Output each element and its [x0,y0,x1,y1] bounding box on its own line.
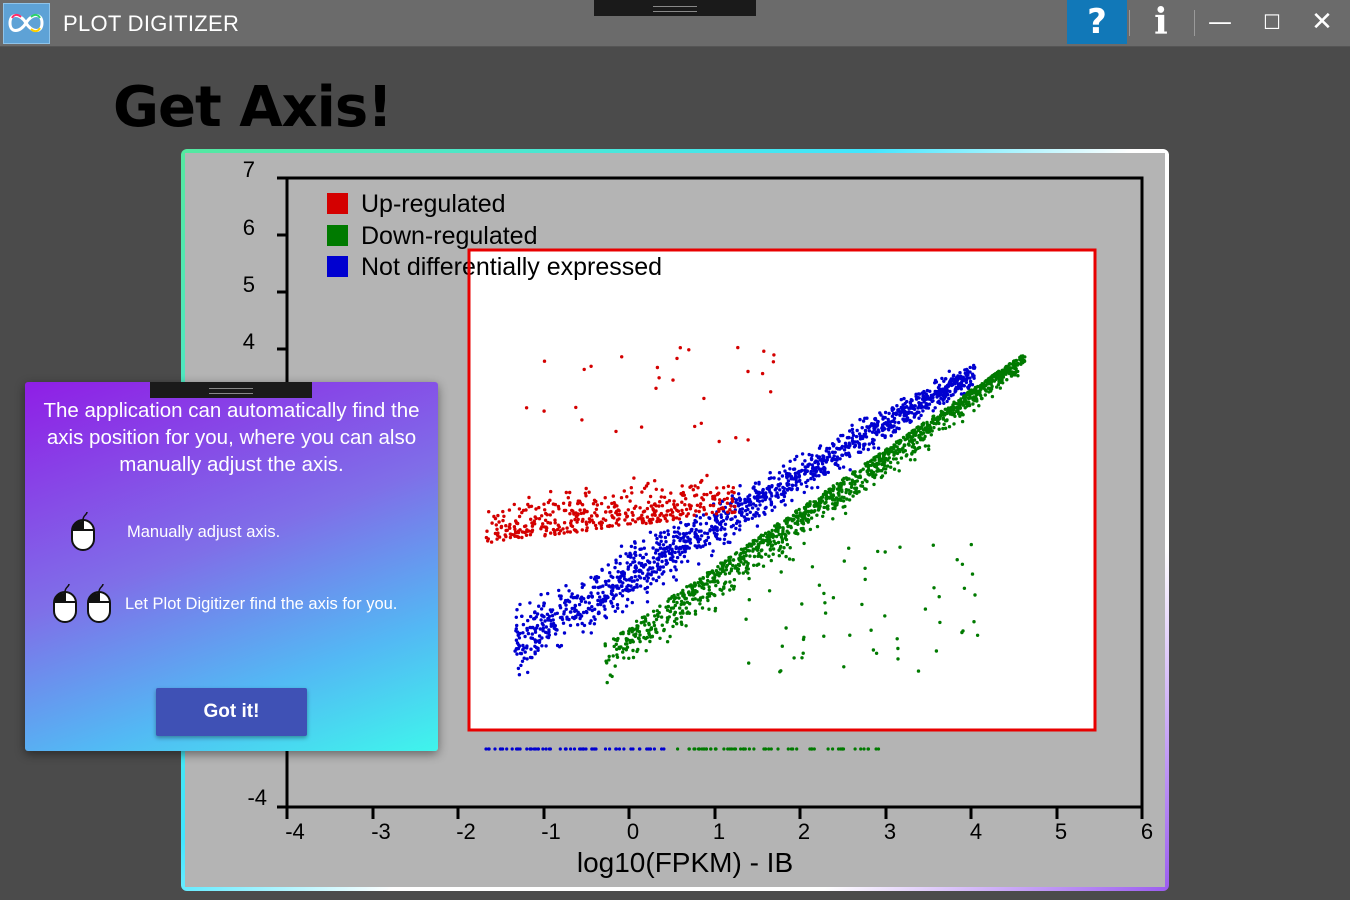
popup-message: The application can automatically find t… [43,399,420,476]
x-tick-label: 6 [1141,819,1153,844]
legend-swatch-up [327,193,348,214]
got-it-button[interactable]: Got it! [156,688,307,736]
y-tick-label: 5 [243,272,255,297]
mouse-click-icon [87,584,111,623]
mouse-click-icon [71,512,95,551]
popup-drag-handle[interactable] [150,382,312,398]
help-button[interactable]: ? [1067,0,1127,44]
x-tick-label: -4 [285,819,305,844]
titlebar-separator [1194,10,1195,36]
tip-single-click: Manually adjust axis. [69,512,280,552]
axis-help-popup: The application can automatically find t… [25,382,438,751]
x-tick-label: -2 [456,819,476,844]
x-tick-label: 3 [884,819,896,844]
x-tick-label: 4 [970,819,982,844]
close-button[interactable]: ✕ [1311,7,1333,37]
window-drag-handle[interactable] [594,0,756,16]
x-tick-label: 5 [1055,819,1067,844]
x-tick-label: -3 [371,819,391,844]
x-ticks [285,807,1144,819]
page-heading: Get Axis! [113,75,393,140]
axis-selection-box[interactable] [467,248,1097,732]
y-tick-label: 7 [243,157,255,182]
plot-image-graphic: 7 6 5 4 -4 -4 -3 [243,157,1153,878]
y-ticks [277,176,287,809]
legend-label-not-de: Not differentially expressed [361,253,662,281]
maximize-button[interactable]: ☐ [1263,10,1281,34]
legend-label-down: Down-regulated [361,222,538,250]
info-button[interactable]: i [1154,1,1168,43]
titlebar-separator [1129,10,1130,36]
x-tick-label: 2 [798,819,810,844]
tip-label-single: Manually adjust axis. [127,522,281,541]
y-tick-label: -4 [247,785,267,810]
title-bar: PLOT DIGITIZER ? i — ☐ ✕ [0,0,1350,47]
minimize-button[interactable]: — [1208,8,1232,36]
x-tick-label: -1 [541,819,561,844]
legend-label-up: Up-regulated [361,190,506,218]
x-axis-label: log10(FPKM) - IB [577,847,793,878]
x-tick-label: 1 [713,819,725,844]
scatter-points [484,345,1027,751]
y-tick-label: 4 [243,329,255,354]
mouse-click-icon [53,584,77,623]
tip-label-double: Let Plot Digitizer find the axis for you… [125,594,398,613]
tip-double-click: Let Plot Digitizer find the axis for you… [51,584,397,624]
legend-swatch-not-de [327,256,348,277]
app-title: PLOT DIGITIZER [63,11,240,36]
y-tick-label: 6 [243,215,255,240]
plot-image[interactable]: 7 6 5 4 -4 -4 -3 [185,153,1165,887]
infinity-logo-icon [3,3,50,44]
legend-swatch-down [327,225,348,246]
x-tick-label: 0 [627,819,639,844]
selection-box-fill [469,250,1095,730]
plot-image-frame: 7 6 5 4 -4 -4 -3 [181,149,1169,891]
